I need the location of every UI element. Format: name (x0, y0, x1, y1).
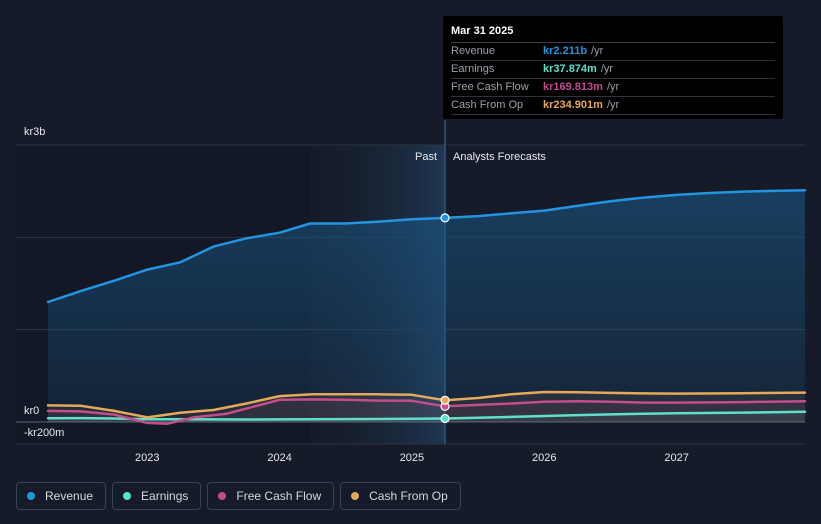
legend-label: Free Cash Flow (236, 489, 322, 503)
series-marker-cash-from-op (440, 395, 450, 405)
x-tick-label: 2026 (532, 452, 556, 464)
tooltip-value: kr169.813m (543, 81, 603, 93)
y-tick-label: kr3b (24, 126, 45, 138)
y-tick-label: -kr200m (24, 427, 64, 439)
legend: Revenue Earnings Free Cash Flow Cash Fro… (16, 482, 461, 512)
tooltip-value: kr2.211b (543, 45, 588, 57)
tooltip-unit: /yr (600, 63, 614, 75)
legend-item-earnings[interactable]: Earnings (112, 482, 202, 510)
legend-item-free-cash-flow[interactable]: Free Cash Flow (207, 482, 335, 510)
tooltip-unit: /yr (606, 81, 620, 93)
series-area-free-cash-flow (48, 399, 805, 424)
tooltip-value: kr37.874m (543, 63, 597, 75)
tooltip-unit: /yr (591, 45, 604, 57)
series-area-revenue (48, 190, 805, 422)
legend-dot-icon (27, 492, 35, 500)
legend-dot-icon (351, 492, 360, 500)
x-tick-label: 2024 (267, 452, 291, 464)
series-line-earnings (46, 410, 807, 421)
tooltip-row-free-cash-flow: Free Cash Flow kr169.813m /yr (451, 79, 775, 97)
tooltip-label: Earnings (451, 63, 495, 75)
tooltip-date: Mar 31 2025 (451, 24, 775, 43)
tooltip-label: Cash From Op (451, 99, 524, 111)
legend-dot-icon (218, 492, 227, 500)
y-tick-label: kr0 (24, 405, 39, 417)
forecast-label: Analysts Forecasts (453, 151, 546, 163)
legend-item-revenue[interactable]: Revenue (16, 482, 107, 510)
series-line-free-cash-flow (46, 398, 807, 426)
tooltip-value: kr234.901m (543, 99, 603, 111)
legend-label: Earnings (141, 489, 189, 503)
tooltip-row-cash-from-op: Cash From Op kr234.901m /yr (451, 97, 775, 115)
x-tick-label: 2027 (664, 452, 688, 464)
x-tick-label: 2023 (135, 452, 159, 464)
legend-item-cash-from-op[interactable]: Cash From Op (340, 482, 461, 510)
series-line-revenue (46, 188, 807, 304)
tooltip-row-revenue: Revenue kr2.211b /yr (451, 43, 775, 61)
tooltip-row-earnings: Earnings kr37.874m /yr (451, 61, 775, 79)
legend-label: Revenue (45, 489, 94, 503)
legend-label: Cash From Op (369, 489, 448, 503)
tooltip-label: Revenue (451, 45, 496, 57)
tooltip-label: Free Cash Flow (451, 81, 529, 93)
tooltip-unit: /yr (606, 99, 620, 111)
series-marker-revenue (440, 213, 450, 223)
x-tick-label: 2025 (400, 452, 424, 464)
tooltip: Mar 31 2025 Revenue kr2.211b /yr Earning… (443, 16, 783, 119)
past-label: Past (415, 151, 437, 163)
series-marker-earnings (440, 413, 450, 424)
legend-dot-icon (123, 492, 132, 500)
series-line-cash-from-op (46, 390, 807, 419)
